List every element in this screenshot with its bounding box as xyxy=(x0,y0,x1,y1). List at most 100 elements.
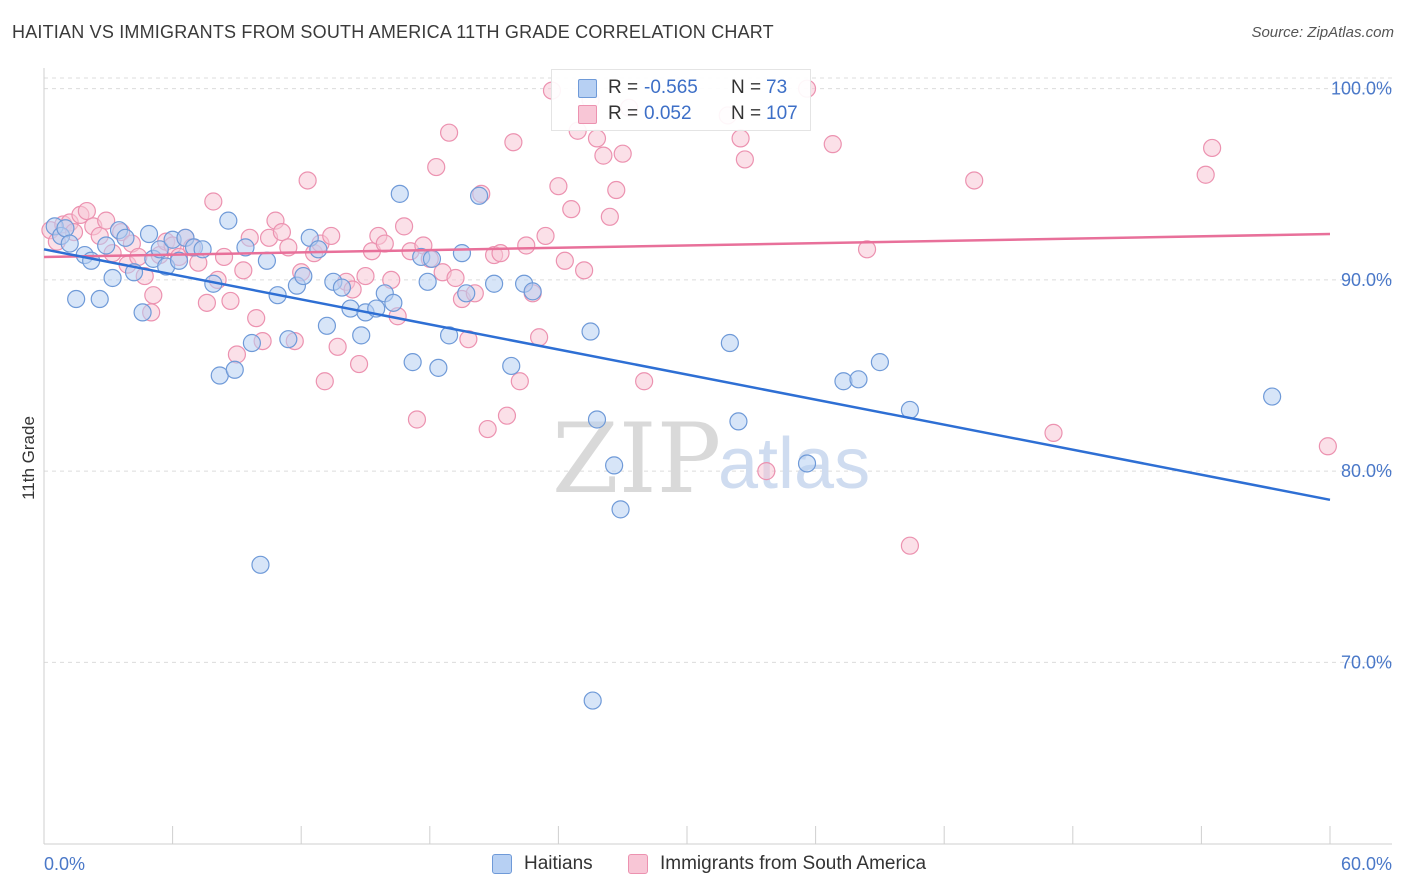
data-point-immigrants xyxy=(735,150,754,169)
data-point-haitians xyxy=(60,234,79,253)
data-point-immigrants xyxy=(1196,165,1215,184)
data-point-immigrants xyxy=(757,462,776,481)
data-point-immigrants xyxy=(197,293,216,312)
data-point-immigrants xyxy=(247,309,266,328)
legend-swatch-blue xyxy=(578,79,597,98)
data-point-immigrants xyxy=(394,217,414,236)
data-point-haitians xyxy=(485,274,504,293)
data-point-haitians xyxy=(169,251,189,270)
legend-n-label: N = xyxy=(731,77,762,98)
data-point-immigrants xyxy=(504,133,523,152)
data-point-immigrants xyxy=(407,410,427,429)
data-point-immigrants xyxy=(731,129,750,148)
data-point-immigrants xyxy=(497,406,517,425)
legend-label-immigrants: Immigrants from South America xyxy=(660,853,927,874)
data-point-haitians xyxy=(502,356,521,376)
legend-box: R = -0.565 N = 73 R = 0.052 N = 107 xyxy=(551,69,811,131)
x-tick-label-min: 0.0% xyxy=(44,854,85,874)
data-point-haitians xyxy=(797,454,817,473)
watermark-atlas: atlas xyxy=(718,424,870,504)
axes xyxy=(43,68,1392,845)
data-point-immigrants xyxy=(857,240,877,259)
data-point-haitians xyxy=(583,691,602,710)
data-point-haitians xyxy=(133,303,152,322)
y-tick-label: 90.0% xyxy=(1341,270,1392,290)
data-point-immigrants xyxy=(328,337,347,356)
y-tick-labels: 70.0% 80.0% 90.0% 100.0% xyxy=(1331,79,1392,673)
data-point-immigrants xyxy=(446,268,465,288)
data-point-immigrants xyxy=(635,372,654,391)
data-point-immigrants xyxy=(823,135,842,154)
data-point-haitians xyxy=(452,244,472,263)
trend-line-immigrants xyxy=(43,232,1331,259)
data-point-haitians xyxy=(422,249,442,268)
data-point-immigrants xyxy=(298,171,317,190)
data-point-haitians xyxy=(870,353,890,372)
watermark: ZIP atlas xyxy=(552,403,870,515)
data-point-haitians xyxy=(611,500,630,519)
data-point-immigrants xyxy=(613,144,632,163)
data-point-haitians xyxy=(116,228,135,247)
data-point-immigrants xyxy=(530,328,549,347)
data-point-haitians xyxy=(384,293,403,312)
data-point-haitians xyxy=(309,240,328,259)
series-haitians-points xyxy=(45,184,1282,710)
gridlines xyxy=(44,77,1392,663)
data-point-immigrants xyxy=(555,251,574,270)
data-point-haitians xyxy=(67,289,86,309)
data-point-haitians xyxy=(219,211,238,230)
data-point-immigrants xyxy=(607,180,626,200)
data-point-immigrants xyxy=(1318,437,1337,456)
data-point-haitians xyxy=(150,240,169,259)
data-point-haitians xyxy=(834,372,853,391)
data-point-immigrants xyxy=(322,226,341,246)
legend-n-label: N = xyxy=(731,103,762,124)
data-point-haitians xyxy=(257,251,277,270)
legend-row-haitians: R = -0.565 N = 73 xyxy=(552,75,810,101)
data-point-immigrants xyxy=(965,171,984,190)
x-tick-labels: 0.0% 60.0% xyxy=(44,854,1392,874)
data-point-haitians xyxy=(439,326,459,345)
data-point-immigrants xyxy=(900,536,920,555)
data-point-haitians xyxy=(457,284,476,303)
watermark-zip: ZIP xyxy=(552,403,721,515)
data-point-haitians xyxy=(581,322,600,341)
data-point-haitians xyxy=(236,238,255,257)
trend-line-haitians xyxy=(43,248,1331,502)
data-point-haitians xyxy=(294,266,313,286)
legend-n-value: 73 xyxy=(766,77,788,98)
data-point-haitians xyxy=(352,326,371,345)
data-point-immigrants xyxy=(221,291,240,311)
data-point-immigrants xyxy=(356,266,375,286)
data-point-immigrants xyxy=(549,177,568,196)
legend-n-value: 107 xyxy=(766,103,798,124)
data-point-immigrants xyxy=(459,330,478,349)
y-axis-title: 11th Grade xyxy=(19,416,38,500)
data-point-immigrants xyxy=(204,192,223,211)
data-point-immigrants xyxy=(575,261,594,280)
data-point-haitians xyxy=(1263,387,1282,406)
data-point-immigrants xyxy=(315,372,334,391)
chart-title: HAITIAN VS IMMIGRANTS FROM SOUTH AMERICA… xyxy=(12,22,774,42)
data-point-haitians xyxy=(418,272,437,291)
data-point-immigrants xyxy=(439,123,459,142)
data-point-haitians xyxy=(403,353,422,372)
x-tick-label-max: 60.0% xyxy=(1341,854,1392,874)
data-point-haitians xyxy=(56,219,75,238)
legend-label-haitians: Haitians xyxy=(524,853,593,874)
data-point-immigrants xyxy=(478,419,497,439)
data-point-haitians xyxy=(103,268,122,288)
legend-swatch-blue xyxy=(492,854,512,874)
data-point-haitians xyxy=(251,555,270,574)
data-point-haitians xyxy=(587,410,607,429)
data-point-immigrants xyxy=(144,286,163,305)
legend-r-value: 0.052 xyxy=(644,103,692,124)
data-point-haitians xyxy=(523,282,542,301)
y-tick-label: 80.0% xyxy=(1341,461,1392,481)
data-point-immigrants xyxy=(491,244,510,263)
data-point-immigrants xyxy=(510,372,529,391)
data-point-immigrants xyxy=(562,200,581,219)
data-point-haitians xyxy=(720,333,739,353)
data-point-immigrants xyxy=(349,354,369,374)
data-point-haitians xyxy=(317,316,337,335)
